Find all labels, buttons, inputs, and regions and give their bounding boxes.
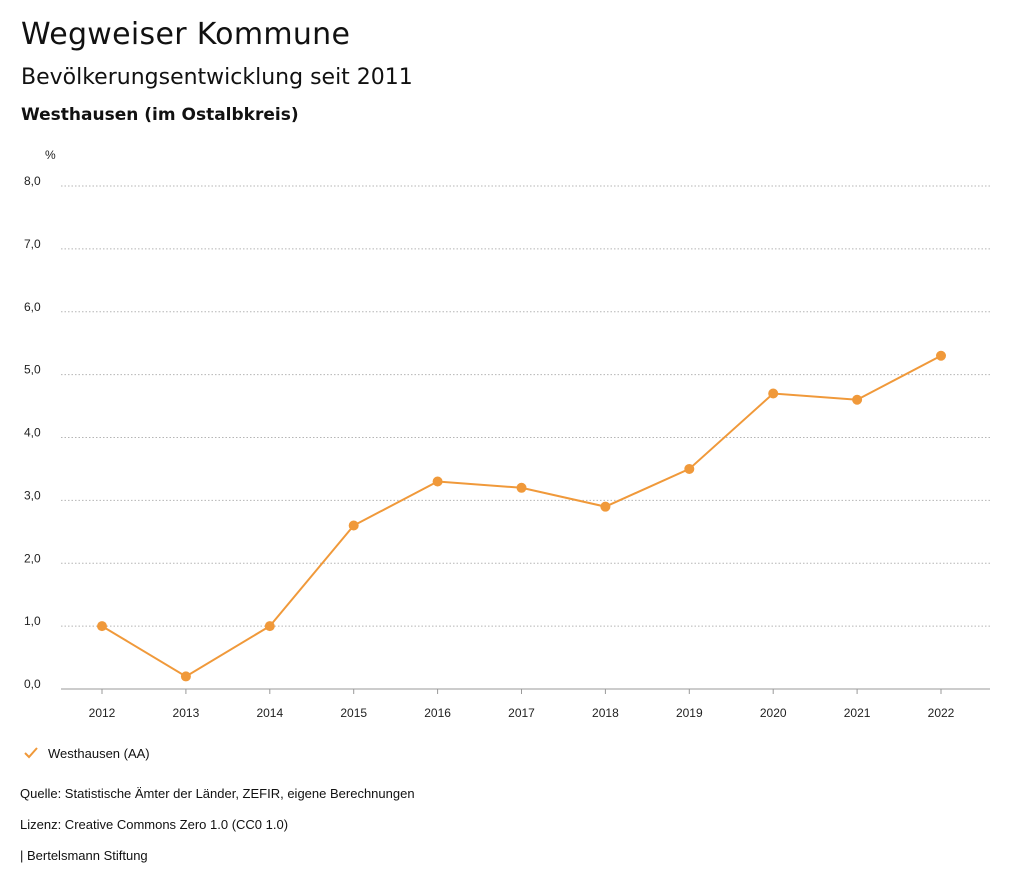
data-point-2018[interactable]	[600, 501, 611, 512]
publisher-note: | Bertelsmann Stiftung	[20, 848, 148, 863]
legend-label: Westhausen (AA)	[48, 745, 150, 761]
y-tick-label: 5,0	[24, 363, 41, 377]
x-axis: 2012 2013 2014 2015 2016 2017 2018 2019 2020 2021…	[89, 689, 955, 720]
legend-item[interactable]: Westhausen (AA)	[22, 744, 150, 762]
x-tick-label: 2021	[844, 706, 871, 720]
license-note: Lizenz: Creative Commons Zero 1.0 (CC0 1…	[20, 817, 289, 832]
x-tick-label: 2017	[508, 706, 535, 720]
data-point-2022[interactable]	[936, 350, 946, 361]
check-icon	[24, 747, 38, 759]
y-tick-label: 7,0	[24, 237, 41, 251]
data-point-2020[interactable]	[768, 388, 779, 399]
x-tick-label: 2016	[424, 706, 451, 720]
x-tick-label: 2014	[256, 706, 283, 720]
x-tick-label: 2012	[89, 706, 116, 720]
y-unit-label: %	[45, 148, 56, 162]
y-tick-label: 8,0	[24, 174, 41, 188]
y-tick-label: 1,0	[24, 614, 41, 628]
series-points	[97, 350, 946, 682]
data-point-2019[interactable]	[684, 463, 695, 474]
data-point-2015[interactable]	[348, 520, 359, 531]
data-point-2017[interactable]	[516, 482, 527, 493]
y-tick-label: 3,0	[24, 488, 41, 502]
line-chart: % 0,01,02,03,04,05,06,07,08,0 2012 2013 20…	[24, 148, 990, 720]
x-tick-label: 2019	[676, 706, 703, 720]
region-label: Westhausen (im Ostalbkreis)	[21, 105, 299, 125]
x-tick-label: 2015	[340, 706, 367, 720]
y-tick-label: 6,0	[24, 300, 41, 314]
y-tick-label: 0,0	[24, 677, 41, 691]
series-line	[101, 354, 942, 678]
data-point-2014[interactable]	[264, 621, 275, 632]
data-point-2021[interactable]	[852, 394, 863, 405]
x-tick-label: 2018	[592, 706, 619, 720]
y-axis: 0,0 1,0 2,0 3,0 4,0 5,0 6,0 7,0 8,0	[24, 174, 41, 691]
x-tick-label: 2020	[760, 706, 787, 720]
x-tick-label: 2013	[173, 706, 200, 720]
data-point-2016[interactable]	[432, 476, 443, 487]
gridlines	[61, 185, 990, 690]
data-point-2013[interactable]	[180, 671, 191, 682]
chart-subtitle: Bevölkerungsentwicklung seit 2011	[21, 65, 413, 90]
chart-title: Wegweiser Kommune	[21, 17, 351, 52]
y-tick-label: 2,0	[24, 551, 41, 565]
source-note: Quelle: Statistische Ämter der Länder, Z…	[20, 786, 415, 801]
data-point-2012[interactable]	[97, 621, 107, 632]
x-tick-label: 2022	[928, 706, 955, 720]
y-tick-label: 4,0	[24, 426, 41, 440]
